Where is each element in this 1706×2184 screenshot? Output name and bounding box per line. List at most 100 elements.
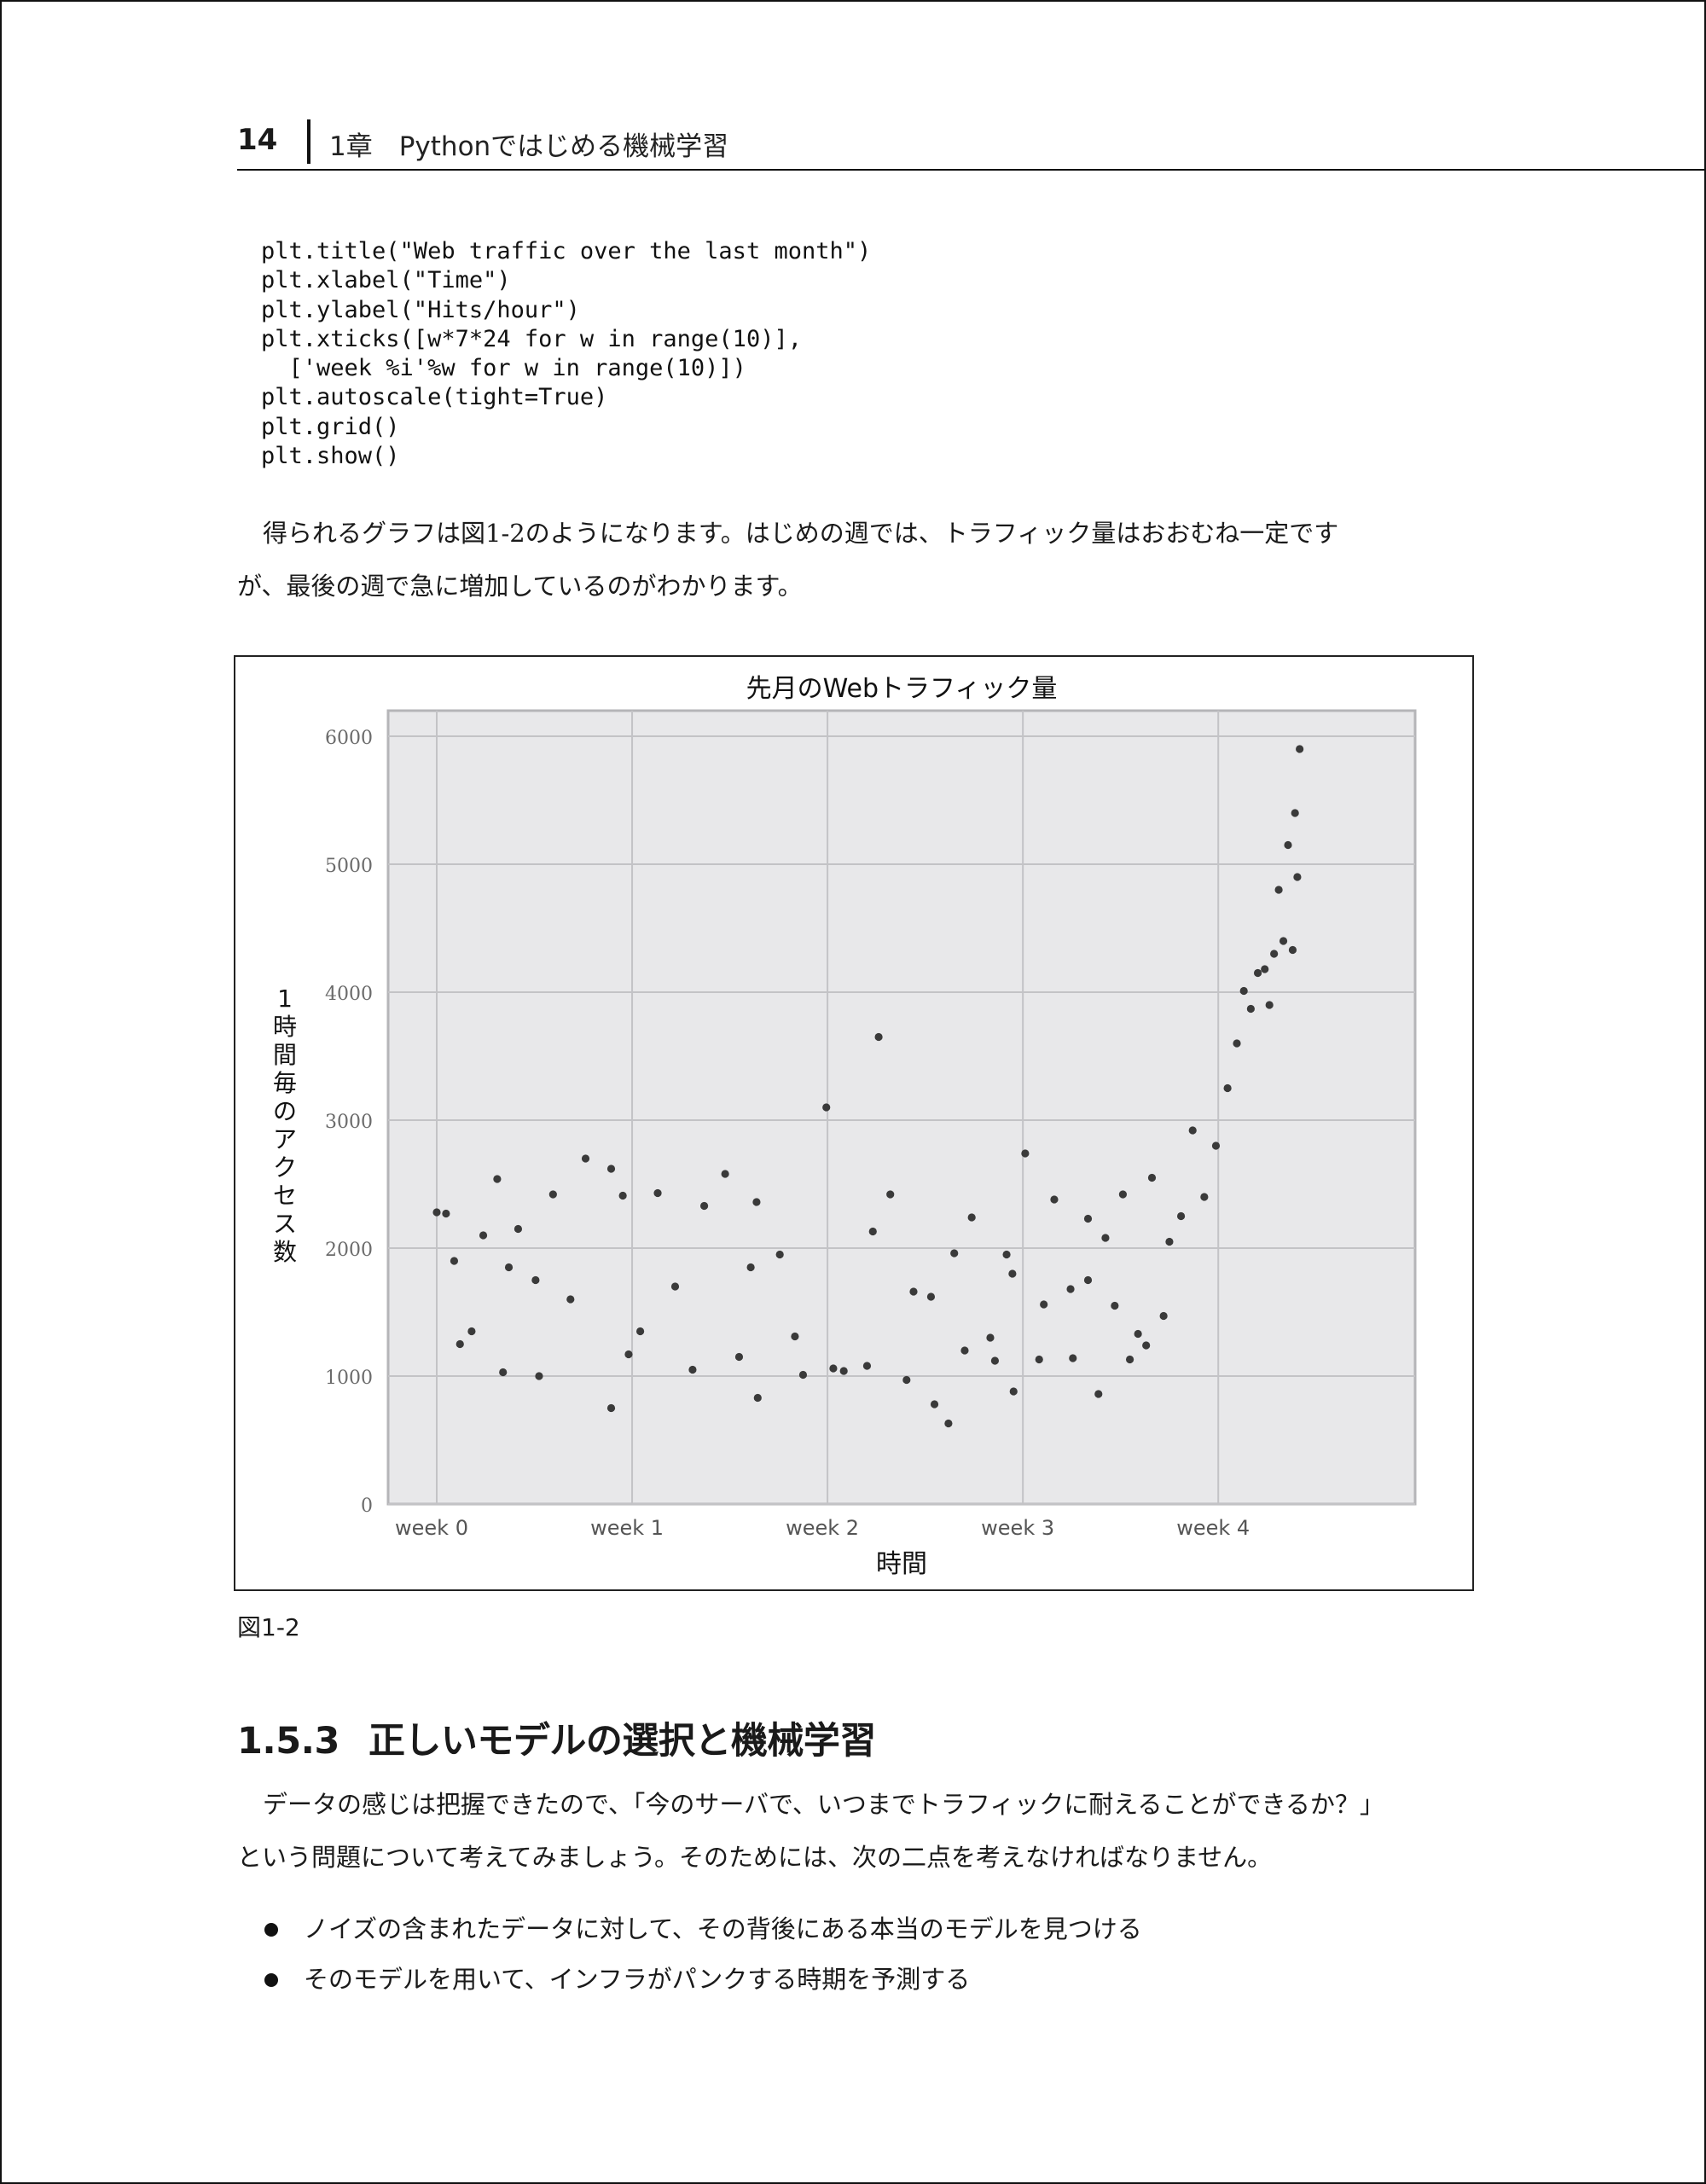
list-item: そのモデルを用いて、インフラがパンクする時期を予測する — [261, 1955, 1142, 2005]
data-point — [1265, 1001, 1274, 1009]
data-point — [1101, 1234, 1110, 1242]
data-point — [699, 1201, 709, 1211]
x-tick-label: week 1 — [590, 1516, 664, 1540]
data-point — [1279, 937, 1288, 945]
y-tick-label: 2000 — [325, 1240, 373, 1261]
data-point — [1008, 1269, 1017, 1278]
data-point — [909, 1287, 918, 1296]
code-line: plt.title("Web traffic over the last mon… — [261, 238, 872, 264]
data-point — [944, 1419, 953, 1428]
bullet-icon — [264, 1923, 278, 1937]
data-point — [606, 1403, 616, 1413]
data-point — [1274, 886, 1283, 894]
data-point — [1021, 1149, 1030, 1158]
data-point — [1118, 1190, 1128, 1199]
y-axis-label: 1 時間毎のアクセス数 — [273, 985, 297, 1266]
data-point — [514, 1224, 523, 1234]
data-point — [822, 1103, 831, 1112]
data-point — [1094, 1390, 1103, 1398]
data-point — [548, 1190, 557, 1199]
data-point — [432, 1208, 441, 1217]
data-point — [1147, 1173, 1157, 1182]
y-tick-label: 0 — [361, 1496, 373, 1517]
section-heading: 1.5.3 正しいモデルの選択と機械学習 — [237, 1711, 876, 1764]
data-point — [624, 1350, 633, 1359]
header-divider — [307, 119, 310, 164]
data-point — [670, 1282, 680, 1291]
data-point — [1066, 1285, 1075, 1293]
chapter-title: 1章 Pythonではじめる機械学習 — [329, 131, 729, 162]
data-point — [1296, 745, 1304, 753]
data-point — [1233, 1039, 1241, 1048]
data-point — [493, 1175, 502, 1183]
data-point — [886, 1190, 895, 1199]
code-line: ['week %i'%w for w in range(10)]) — [261, 355, 746, 382]
data-point — [862, 1362, 872, 1370]
data-point — [504, 1263, 514, 1272]
header-rule — [237, 169, 1706, 171]
data-point — [930, 1400, 939, 1409]
x-tick-label: week 3 — [981, 1516, 1054, 1540]
paragraph-line: が、最後の週で急に増加しているのがわかります。 — [237, 572, 803, 601]
data-point — [1200, 1193, 1209, 1201]
data-point — [467, 1327, 476, 1336]
data-point — [1239, 986, 1248, 996]
body-paragraph: 得られるグラフは図1-2のようになります。はじめの週では、トラフィック量はおおむ… — [237, 507, 1483, 613]
data-point — [839, 1367, 848, 1375]
code-block: plt.title("Web traffic over the last mon… — [261, 237, 871, 471]
data-point — [1284, 840, 1292, 850]
data-point — [1253, 968, 1262, 978]
data-point — [1288, 945, 1297, 955]
data-point — [868, 1227, 877, 1236]
data-point — [753, 1393, 762, 1403]
data-point — [1111, 1301, 1119, 1310]
data-point — [653, 1188, 662, 1198]
data-point — [566, 1295, 575, 1304]
data-point — [960, 1346, 969, 1355]
data-point — [1040, 1300, 1048, 1309]
data-point — [635, 1327, 645, 1336]
code-line: plt.xlabel("Time") — [261, 267, 511, 294]
paragraph-line: データの感じは把握できたので、「今のサーバで、いつまでトラフィックに耐えることが… — [263, 1790, 1384, 1819]
data-point — [618, 1191, 627, 1200]
data-point — [1261, 965, 1269, 973]
data-point — [926, 1292, 936, 1301]
data-point — [752, 1198, 761, 1206]
chart-title: 先月のWebトラフィック量 — [746, 674, 1058, 704]
data-point — [1002, 1250, 1011, 1259]
list-item: ノイズの含まれたデータに対して、その背後にある本当のモデルを見つける — [261, 1904, 1142, 1955]
data-point — [1159, 1311, 1168, 1321]
x-axis-label: 時間 — [876, 1549, 927, 1579]
y-tick-label: 1000 — [325, 1368, 373, 1389]
paragraph-line: という問題について考えてみましょう。そのためには、次の二点を考えなければなりませ… — [237, 1843, 1273, 1872]
data-point — [499, 1368, 508, 1377]
data-point — [746, 1263, 755, 1272]
data-point — [442, 1209, 450, 1218]
list-item-text: そのモデルを用いて、インフラがパンクする時期を予測する — [304, 1965, 971, 1994]
data-point — [990, 1356, 1000, 1365]
x-tick-label: week 4 — [1176, 1516, 1250, 1540]
data-point — [1223, 1083, 1232, 1093]
data-point — [791, 1332, 799, 1341]
bullet-list: ノイズの含まれたデータに対して、その背後にある本当のモデルを見つける そのモデル… — [261, 1904, 1142, 2005]
section-number: 1.5.3 — [237, 1720, 339, 1763]
data-point — [721, 1170, 729, 1178]
data-point — [456, 1339, 464, 1349]
data-point — [1176, 1211, 1186, 1221]
data-point — [1009, 1387, 1018, 1396]
code-line: plt.grid() — [261, 413, 400, 440]
page-number: 14 — [237, 123, 278, 157]
data-point — [902, 1375, 911, 1385]
data-point — [606, 1165, 616, 1173]
running-header: 14 1章 Pythonではじめる機械学習 — [237, 118, 1706, 169]
data-point — [1083, 1214, 1093, 1223]
data-point — [688, 1365, 697, 1374]
x-tick-label: week 2 — [786, 1516, 859, 1540]
data-point — [1270, 950, 1279, 958]
data-point — [1188, 1126, 1197, 1135]
data-point — [450, 1257, 459, 1265]
data-point — [967, 1213, 976, 1222]
code-line: plt.show() — [261, 443, 400, 470]
figure-frame: 0 1000 2000 3000 4000 5000 6000 week 0 week 1 wee… — [234, 655, 1474, 1591]
